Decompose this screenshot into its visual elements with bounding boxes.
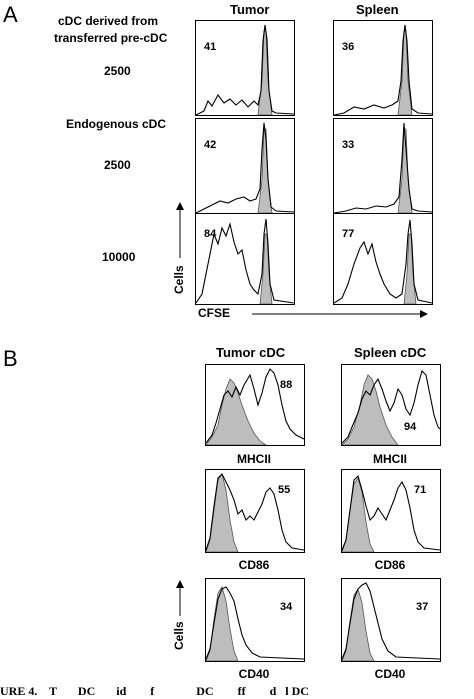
up-arrow-icon xyxy=(176,202,184,258)
right-arrow-icon xyxy=(252,310,428,318)
axis-label-cells-b: Cells xyxy=(172,621,186,650)
histogram-a-spleen-10000: 77 xyxy=(333,213,433,305)
marker-label-cd40-tumor: CD40 xyxy=(238,667,270,681)
histogram-b-tumor-cd40: 34 xyxy=(205,578,305,662)
row-title-transferred-line2: transferred pre-cDC xyxy=(54,31,168,45)
col-header-tumor: Tumor xyxy=(230,2,270,17)
axis-label-cells-a: Cells xyxy=(172,265,186,294)
marker-label-cd40-spleen: CD40 xyxy=(374,667,406,681)
histogram-a-spleen-endogenous: 33 xyxy=(333,118,433,214)
marker-label-mhcii-tumor: MHCII xyxy=(237,452,271,466)
pct-a-2-tumor: 42 xyxy=(204,139,217,151)
histogram-a-tumor-10000: 84 xyxy=(195,213,295,305)
pct-b-cd86-spleen: 71 xyxy=(414,484,427,496)
pct-a-1-tumor: 41 xyxy=(204,41,217,53)
histogram-a-spleen-transferred: 36 xyxy=(333,20,433,116)
marker-label-cd86-tumor: CD86 xyxy=(238,558,270,572)
histogram-a-tumor-transferred: 41 xyxy=(195,20,295,116)
histogram-b-tumor-cd86: 55 xyxy=(205,469,305,553)
panel-letter-b: B xyxy=(3,346,18,371)
pct-b-cd40-spleen: 37 xyxy=(416,601,429,613)
row-number-1: 2500 xyxy=(104,64,131,78)
col-header-spleen: Spleen xyxy=(356,2,399,17)
pct-b-mhcii-tumor: 88 xyxy=(280,379,293,391)
row-title-transferred-line1: cDC derived from xyxy=(58,14,159,28)
panel-letter-a: A xyxy=(3,2,18,27)
pct-b-cd86-tumor: 55 xyxy=(278,484,291,496)
marker-label-cd86-spleen: CD86 xyxy=(374,558,406,572)
col-header-tumor-cdc: Tumor cDC xyxy=(216,345,286,360)
pct-b-mhcii-spleen: 94 xyxy=(404,421,417,433)
histogram-b-tumor-mhcii: 88 xyxy=(205,364,305,446)
row-number-3: 10000 xyxy=(102,250,136,264)
row-number-2: 2500 xyxy=(104,158,131,172)
caption-fragment: URE 4. T DC id f DC ff d l DC xyxy=(0,684,309,698)
pct-a-1-spleen: 36 xyxy=(342,41,355,53)
up-arrow-icon xyxy=(176,580,184,616)
col-header-spleen-cdc: Spleen cDC xyxy=(354,345,427,360)
histogram-b-spleen-cd40: 37 xyxy=(341,578,441,662)
axis-label-cfse: CFSE xyxy=(198,306,231,320)
histogram-b-spleen-mhcii: 94 xyxy=(341,364,441,446)
pct-b-cd40-tumor: 34 xyxy=(280,601,293,613)
histogram-b-spleen-cd86: 71 xyxy=(341,469,441,553)
marker-label-mhcii-spleen: MHCII xyxy=(373,452,407,466)
pct-a-3-spleen: 77 xyxy=(342,228,355,240)
pct-a-2-spleen: 33 xyxy=(342,139,355,151)
row-title-endogenous: Endogenous cDC xyxy=(66,117,167,131)
pct-a-3-tumor: 84 xyxy=(204,228,217,240)
histogram-a-tumor-endogenous: 42 xyxy=(195,118,295,214)
